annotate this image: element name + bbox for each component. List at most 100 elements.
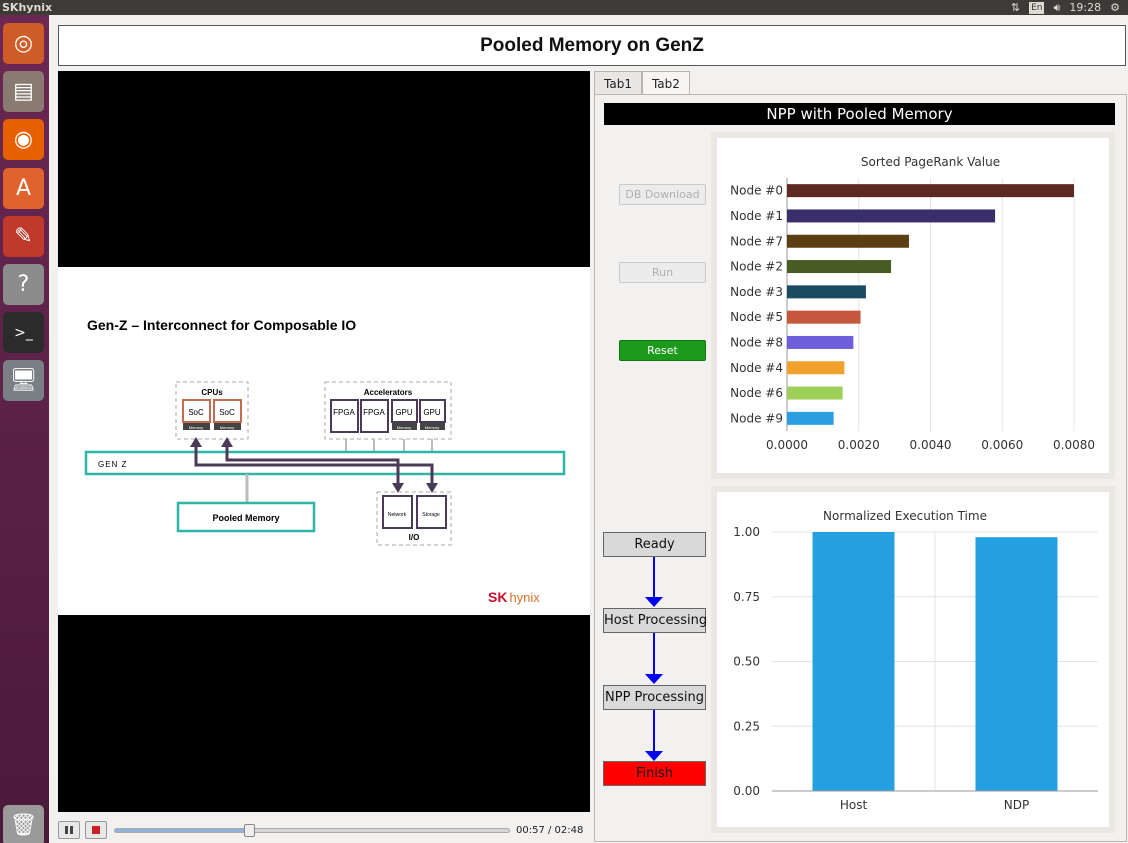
bar-node5 <box>787 310 861 324</box>
genz-diagram: CPUs SoC Memory SoC Memory Accelerators … <box>84 381 566 546</box>
seek-handle[interactable] <box>243 823 255 837</box>
speaker-icon[interactable]: 🔊︎ <box>1053 0 1061 14</box>
flow-arrow-2-head <box>645 674 663 684</box>
gpu-2-memory-label: Memory <box>425 425 439 430</box>
tab-1[interactable]: Tab1 <box>594 71 642 95</box>
y-tick-label: Node #9 <box>730 411 783 425</box>
flow-arrow-3-head <box>645 751 663 761</box>
network-label: Network <box>388 512 407 518</box>
y-tick-label: 0.75 <box>733 590 760 604</box>
time-display: 00:57 / 02:48 <box>516 824 584 836</box>
y-tick-label: Node #0 <box>730 184 783 198</box>
pagerank-chart-frame: Sorted PageRank Value 0.0000 0.0020 0.0040 0… <box>711 132 1115 479</box>
terminal-icon[interactable]: >_ <box>3 312 44 353</box>
bar-node1 <box>787 209 996 223</box>
execution-time-chart-frame: Normalized Execution Time 0.00 0.25 0.50 0.7… <box>711 486 1115 833</box>
bar-host <box>812 532 895 791</box>
fpga-2-label: FPGA <box>363 408 385 417</box>
x-tick-label: 0.0080 <box>1053 438 1095 452</box>
genz-logo: GEN Z <box>98 460 127 469</box>
seek-progress <box>115 828 249 832</box>
slide-title: Gen-Z – Interconnect for Composable IO <box>87 317 357 333</box>
flow-arrow-1 <box>653 557 655 597</box>
gpu-2-label: GPU <box>423 408 441 417</box>
bar-node6 <box>787 386 843 400</box>
flow-ready: Ready <box>603 532 706 557</box>
remote-desktop-icon[interactable]: 🖥︎ <box>3 360 44 401</box>
io-label: I/O <box>409 533 420 542</box>
app-title: Pooled Memory on GenZ <box>58 25 1126 66</box>
storage-label: Storage <box>422 512 440 518</box>
y-tick-label: 0.00 <box>733 784 760 798</box>
y-tick-label: Node #4 <box>730 361 783 375</box>
chart-title: Sorted PageRank Value <box>861 155 1000 169</box>
execution-time-chart-svg: Normalized Execution Time 0.00 0.25 0.50 0.7… <box>733 509 1098 812</box>
trash-icon[interactable]: 🗑︎ <box>3 805 44 843</box>
bar-node9 <box>787 411 834 425</box>
bar-node7 <box>787 234 909 248</box>
reset-button[interactable]: Reset <box>619 340 706 361</box>
x-tick-label: 0.0020 <box>838 438 880 452</box>
video-player[interactable]: Gen-Z – Interconnect for Composable IO C… <box>58 71 590 812</box>
software-center-icon[interactable]: A <box>3 168 44 209</box>
y-tick-label: Node #8 <box>730 335 783 349</box>
window-title: SKhynix <box>2 1 53 14</box>
y-tick-label: Node #2 <box>730 260 783 274</box>
pagerank-chart-svg: Sorted PageRank Value 0.0000 0.0020 0.0040 0… <box>730 155 1095 452</box>
flow-arrow-1-head <box>645 597 663 607</box>
bar-node3 <box>787 285 866 299</box>
ubuntu-dash-icon[interactable]: ◎ <box>3 23 44 64</box>
fpga-1-label: FPGA <box>333 408 355 417</box>
pagerank-chart: Sorted PageRank Value 0.0000 0.0020 0.0040 0… <box>717 138 1109 473</box>
top-panel: SKhynix ⇅ En 🔊︎ 19:28 ⚙ <box>0 0 1128 15</box>
chart-title: Normalized Execution Time <box>823 509 987 523</box>
x-tick-label: Host <box>840 798 868 812</box>
y-tick-label: Node #6 <box>730 386 783 400</box>
help-icon[interactable]: ? <box>3 264 44 305</box>
stop-icon <box>92 826 100 834</box>
x-tick-label: 0.0060 <box>981 438 1023 452</box>
launcher: ◎ ▤ ◉ A ✎? >_ 🖥︎ 🗑︎ <box>0 15 49 843</box>
flow-arrow-3 <box>653 710 655 751</box>
soc-2-memory-label: Memory <box>220 425 234 430</box>
execution-time-chart: Normalized Execution Time 0.00 0.25 0.50 0.7… <box>717 492 1109 827</box>
y-tick-label: Node #7 <box>730 234 783 248</box>
flow-host-processing: Host Processing <box>603 608 707 633</box>
run-button[interactable]: Run <box>619 262 706 283</box>
seek-slider[interactable] <box>114 823 510 837</box>
accelerators-label: Accelerators <box>364 388 413 397</box>
bar-ndp <box>975 537 1058 791</box>
y-tick-label: Node #3 <box>730 285 783 299</box>
tab-2[interactable]: Tab2 <box>641 71 690 95</box>
tab-bar: Tab1 Tab2 <box>594 71 690 95</box>
db-download-button[interactable]: DB Download <box>619 184 706 205</box>
x-tick-label: 0.0040 <box>910 438 952 452</box>
files-icon[interactable]: ▤ <box>3 71 44 112</box>
video-controls: 00:57 / 02:48 <box>58 818 590 842</box>
bar-node0 <box>787 184 1074 198</box>
network-arrows-icon[interactable]: ⇅ <box>1010 1 1021 14</box>
stop-button[interactable] <box>85 821 107 839</box>
y-tick-label: 0.50 <box>733 655 760 669</box>
flow-arrow-2 <box>653 633 655 674</box>
bar-node4 <box>787 361 845 375</box>
x-tick-label: NDP <box>1004 798 1029 812</box>
soc-2-label: SoC <box>219 408 235 417</box>
power-gear-icon[interactable]: ⚙ <box>1110 1 1120 14</box>
keyboard-layout-indicator[interactable]: En <box>1029 1 1045 14</box>
panel-title: NPP with Pooled Memory <box>604 103 1115 125</box>
pause-button[interactable] <box>58 821 80 839</box>
soc-1-label: SoC <box>188 408 204 417</box>
bar-node8 <box>787 335 854 349</box>
gpu-1-label: GPU <box>395 408 413 417</box>
system-settings-icon[interactable]: ✎ <box>3 216 44 257</box>
firefox-icon[interactable]: ◉ <box>3 119 44 160</box>
y-tick-label: Node #1 <box>730 209 783 223</box>
soc-1-memory-label: Memory <box>189 425 203 430</box>
cpus-label: CPUs <box>201 388 223 397</box>
flow-finish: Finish <box>603 761 706 786</box>
system-tray: ⇅ En 🔊︎ 19:28 ⚙ <box>1011 0 1120 15</box>
clock[interactable]: 19:28 <box>1069 1 1102 14</box>
flow-npp-processing: NPP Processing <box>603 685 706 710</box>
y-tick-label: 0.25 <box>733 719 760 733</box>
